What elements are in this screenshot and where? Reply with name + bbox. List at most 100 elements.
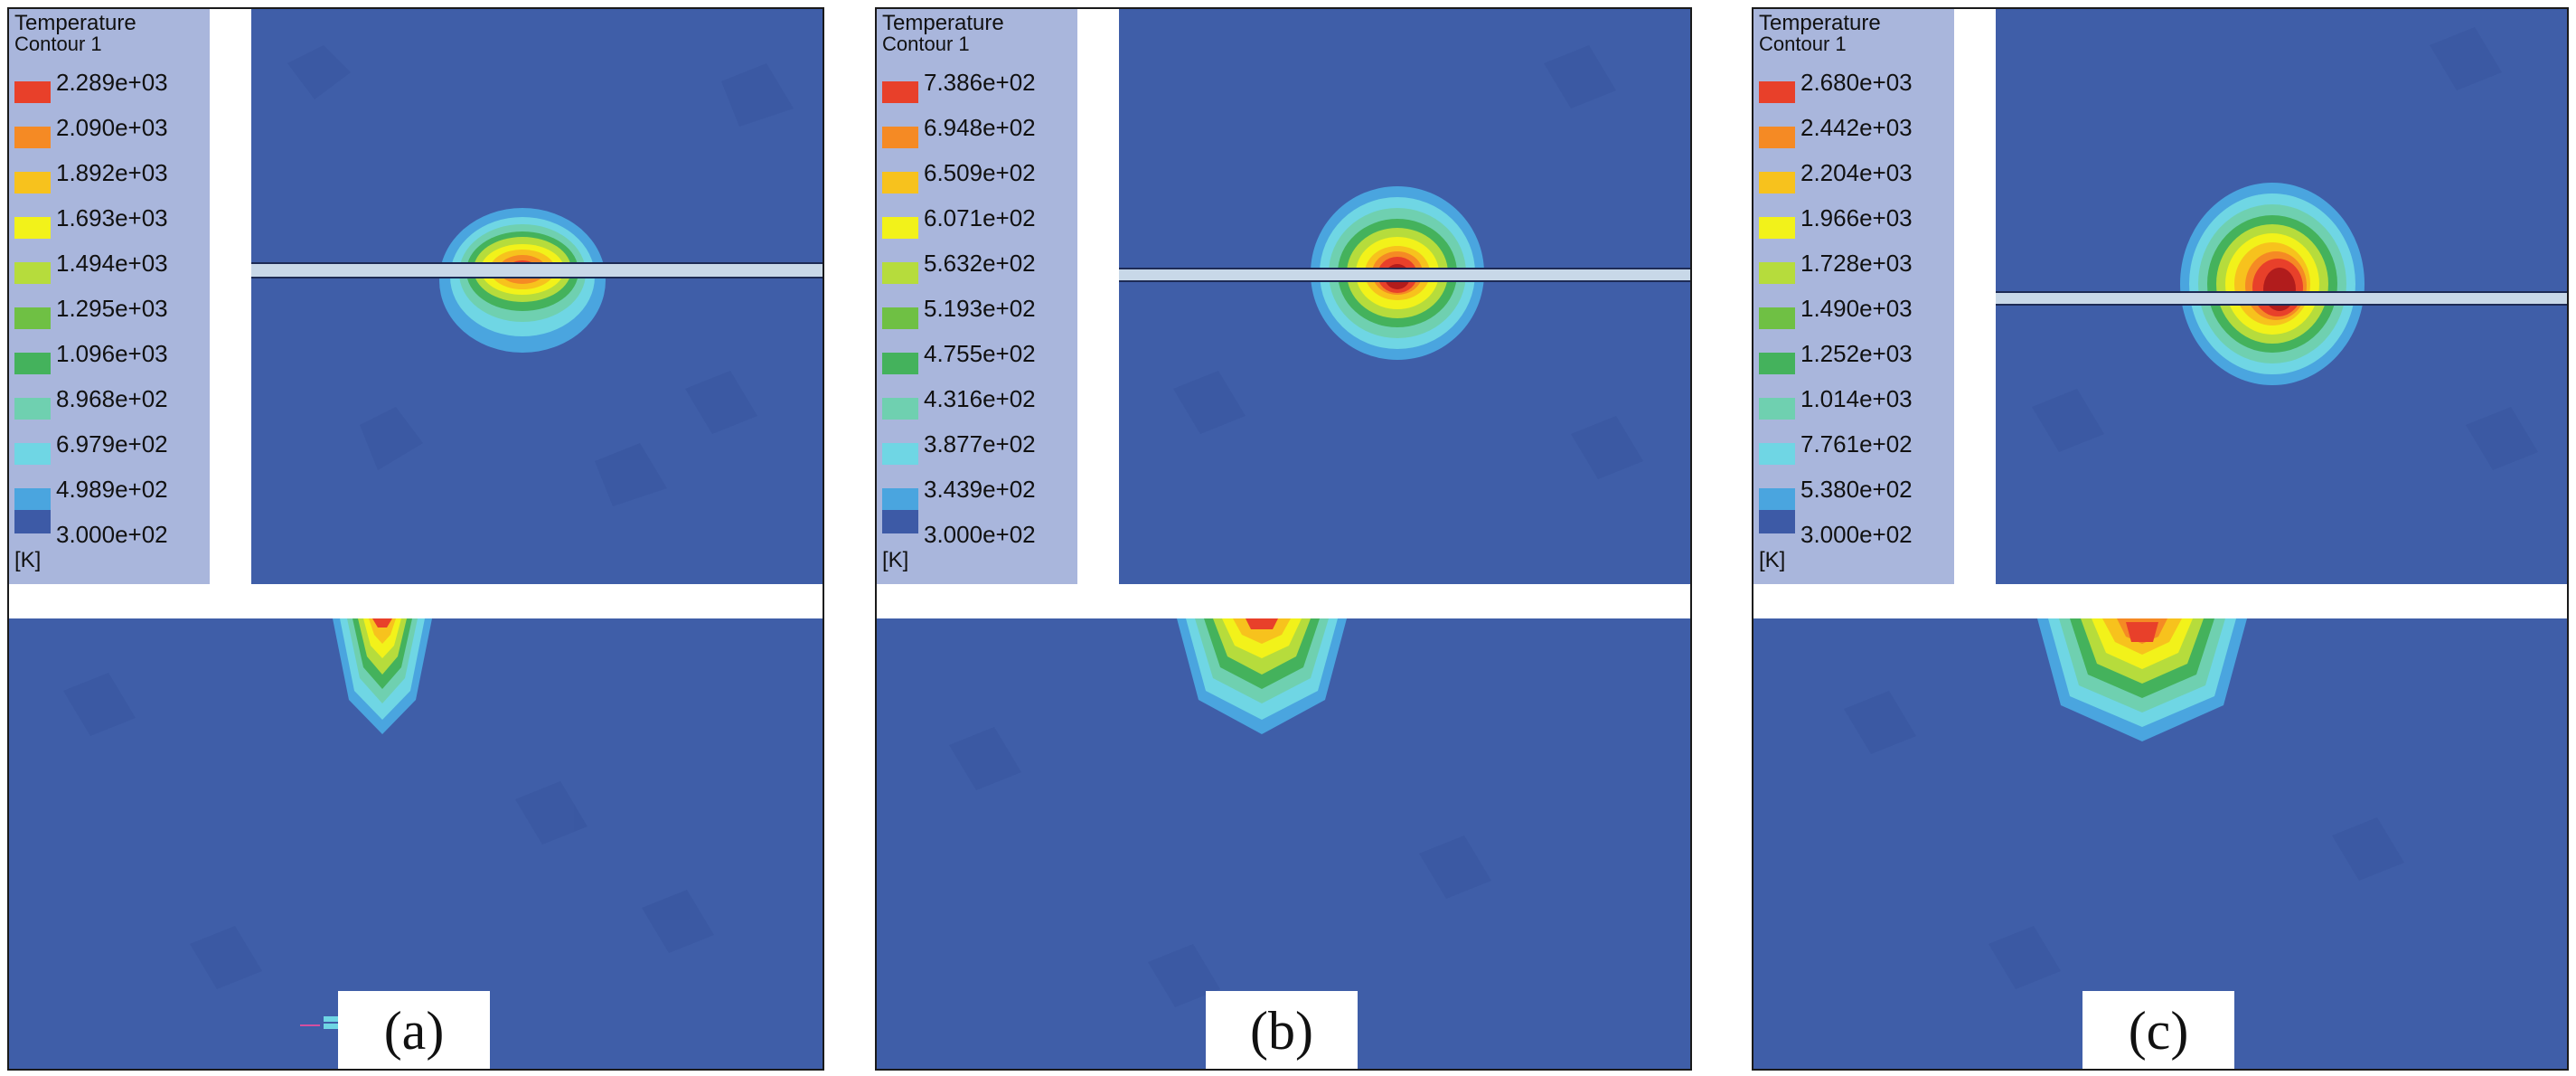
axis-triad-icon bbox=[300, 1016, 340, 1029]
legend-units: [K] bbox=[882, 548, 909, 572]
legend-level: 5.193e+02 bbox=[924, 295, 1036, 322]
legend-swatch bbox=[14, 510, 51, 533]
legend-level: 8.968e+02 bbox=[56, 385, 168, 412]
legend-level: 1.295e+03 bbox=[56, 295, 168, 322]
legend-swatch bbox=[14, 398, 51, 420]
legend-level: 4.755e+02 bbox=[924, 340, 1036, 367]
legend-swatch bbox=[882, 353, 918, 374]
legend-swatch bbox=[1759, 510, 1795, 533]
top-view-contour bbox=[1119, 9, 1690, 584]
legend-title: Temperature bbox=[882, 11, 1004, 35]
legend-swatch bbox=[14, 81, 51, 103]
legend-swatch bbox=[1759, 172, 1795, 193]
legend-swatch bbox=[1759, 262, 1795, 284]
legend-swatch bbox=[14, 217, 51, 239]
legend-level: 3.439e+02 bbox=[924, 476, 1036, 503]
legend-title: Temperature bbox=[1759, 11, 1881, 35]
legend-subtitle: Contour 1 bbox=[882, 33, 970, 55]
top-view-plot bbox=[251, 45, 823, 506]
legend-swatch bbox=[882, 398, 918, 420]
legend-level: 1.252e+03 bbox=[1800, 340, 1913, 367]
legend-level: 1.096e+03 bbox=[56, 340, 168, 367]
melt-pool bbox=[1177, 618, 1347, 734]
legend-units: [K] bbox=[14, 548, 42, 572]
legend-level: 7.386e+02 bbox=[924, 69, 1036, 96]
top-view-contour bbox=[251, 9, 823, 584]
temperature-legend: Temperature Contour 1 2.680e+03 2.442e+0… bbox=[1753, 9, 1954, 584]
legend-level: 4.989e+02 bbox=[56, 476, 168, 503]
legend-level: 1.494e+03 bbox=[56, 250, 168, 277]
panel-b: Temperature Contour 1 7.386e+02 6.948e+0… bbox=[875, 7, 1692, 1071]
top-view-plot bbox=[1996, 27, 2567, 470]
panel-label-c: (c) bbox=[2082, 991, 2234, 1069]
legend-swatch bbox=[1759, 127, 1795, 148]
legend-swatch bbox=[14, 443, 51, 465]
legend-swatch bbox=[882, 81, 918, 103]
legend-swatch bbox=[882, 510, 918, 533]
legend-swatch bbox=[14, 172, 51, 193]
legend-swatch bbox=[882, 217, 918, 239]
melt-pool bbox=[2037, 618, 2247, 741]
hot-spot bbox=[2180, 183, 2364, 385]
panel-label-b: (b) bbox=[1206, 991, 1358, 1069]
side-view-plot bbox=[1844, 618, 2404, 989]
top-view-plot bbox=[1119, 45, 1690, 479]
temperature-legend: Temperature Contour 1 7.386e+02 6.948e+0… bbox=[877, 9, 1077, 584]
hot-spot bbox=[439, 208, 606, 353]
legend-swatch bbox=[1759, 217, 1795, 239]
legend-level: 2.204e+03 bbox=[1800, 159, 1913, 186]
legend-units: [K] bbox=[1759, 548, 1786, 572]
legend-swatch bbox=[1759, 398, 1795, 420]
legend-level: 6.509e+02 bbox=[924, 159, 1036, 186]
legend-swatch bbox=[882, 443, 918, 465]
legend-swatch bbox=[14, 353, 51, 374]
legend-level: 3.000e+02 bbox=[924, 521, 1036, 548]
legend-swatch bbox=[1759, 307, 1795, 329]
legend-swatch bbox=[14, 488, 51, 510]
legend-swatch bbox=[882, 307, 918, 329]
panel-c: Temperature Contour 1 2.680e+03 2.442e+0… bbox=[1752, 7, 2569, 1071]
legend-level: 1.892e+03 bbox=[56, 159, 168, 186]
melt-pool bbox=[333, 618, 432, 734]
side-view-plot bbox=[63, 618, 714, 989]
legend-swatch bbox=[882, 172, 918, 193]
legend-level: 6.948e+02 bbox=[924, 114, 1036, 141]
legend-level: 2.289e+03 bbox=[56, 69, 168, 96]
panel-a: Temperature Contour 1 2.289e+03 2.090e+0… bbox=[7, 7, 824, 1071]
side-view-plot bbox=[949, 618, 1491, 1007]
legend-swatch bbox=[882, 262, 918, 284]
legend-subtitle: Contour 1 bbox=[1759, 33, 1847, 55]
legend-level: 3.877e+02 bbox=[924, 430, 1036, 458]
legend-level: 1.966e+03 bbox=[1800, 204, 1913, 231]
legend-swatch bbox=[1759, 81, 1795, 103]
legend-level: 6.979e+02 bbox=[56, 430, 168, 458]
top-view-contour bbox=[1996, 9, 2567, 584]
legend-swatch bbox=[14, 262, 51, 284]
wire bbox=[251, 264, 823, 277]
legend-swatch bbox=[1759, 488, 1795, 510]
legend-level: 1.014e+03 bbox=[1800, 385, 1913, 412]
legend-swatch bbox=[14, 127, 51, 148]
legend-swatch bbox=[1759, 353, 1795, 374]
legend-level: 5.380e+02 bbox=[1800, 476, 1913, 503]
legend-level: 5.632e+02 bbox=[924, 250, 1036, 277]
legend-level: 2.680e+03 bbox=[1800, 69, 1913, 96]
legend-level: 1.490e+03 bbox=[1800, 295, 1913, 322]
legend-level: 3.000e+02 bbox=[1800, 521, 1913, 548]
legend-subtitle: Contour 1 bbox=[14, 33, 102, 55]
legend-swatch bbox=[882, 488, 918, 510]
legend-level: 1.728e+03 bbox=[1800, 250, 1913, 277]
legend-level: 2.090e+03 bbox=[56, 114, 168, 141]
legend-level: 7.761e+02 bbox=[1800, 430, 1913, 458]
wire bbox=[1119, 269, 1690, 280]
legend-title: Temperature bbox=[14, 11, 136, 35]
legend-level: 1.693e+03 bbox=[56, 204, 168, 231]
legend-level: 2.442e+03 bbox=[1800, 114, 1913, 141]
panel-label-a: (a) bbox=[338, 991, 490, 1069]
legend-level: 6.071e+02 bbox=[924, 204, 1036, 231]
legend-swatch bbox=[14, 307, 51, 329]
legend-swatch bbox=[1759, 443, 1795, 465]
temperature-legend: Temperature Contour 1 2.289e+03 2.090e+0… bbox=[9, 9, 210, 584]
legend-level: 4.316e+02 bbox=[924, 385, 1036, 412]
legend-level: 3.000e+02 bbox=[56, 521, 168, 548]
